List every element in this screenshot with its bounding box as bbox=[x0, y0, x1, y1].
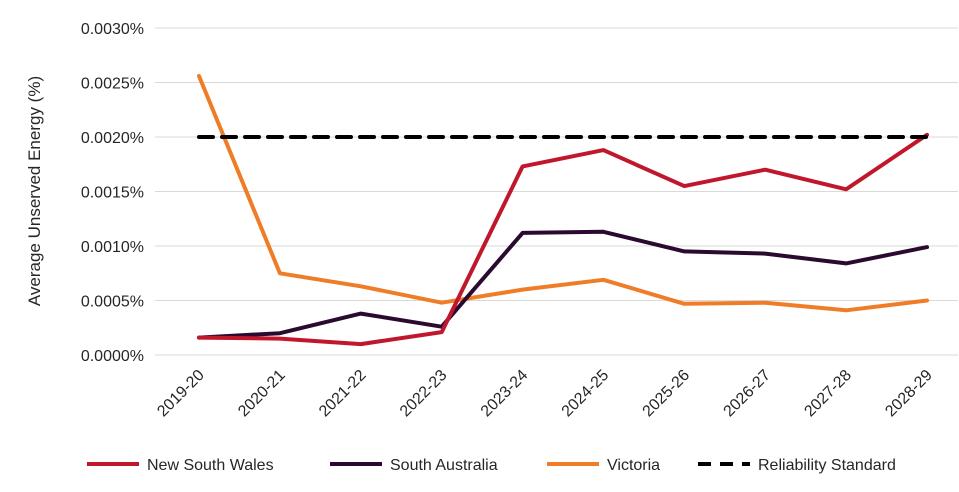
y-tick-label: 0.0010% bbox=[81, 239, 144, 256]
legend: New South Wales South Australia Victoria Re… bbox=[87, 457, 896, 474]
legend-label: Victoria bbox=[607, 457, 660, 474]
y-tick-label: 0.0025% bbox=[81, 76, 144, 93]
x-tick-label: 2025-26 bbox=[640, 367, 694, 421]
series-line-new-south-wales bbox=[197, 132, 929, 347]
x-axis-ticks: 2019-20 2020-21 2021-22 2022-23 2023-24 2024-… bbox=[154, 367, 936, 421]
legend-label: New South Wales bbox=[147, 457, 274, 474]
y-tick-label: 0.0030% bbox=[81, 21, 144, 38]
y-tick-label: 0.0020% bbox=[81, 130, 144, 147]
y-axis-label: Average Unserved Energy (%) bbox=[25, 76, 44, 306]
y-axis-ticks: 0.0000% 0.0005% 0.0010% 0.0015% 0.0020% 0.002… bbox=[81, 21, 144, 365]
x-tick-label: 2026-27 bbox=[721, 367, 775, 421]
series-line-victoria bbox=[197, 74, 929, 313]
y-tick-label: 0.0005% bbox=[81, 294, 144, 311]
x-tick-label: 2021-22 bbox=[316, 367, 370, 421]
x-tick-label: 2020-21 bbox=[235, 367, 289, 421]
y-tick-label: 0.0015% bbox=[81, 185, 144, 202]
series-lines bbox=[197, 74, 929, 347]
series-line-south-australia bbox=[197, 229, 929, 340]
x-tick-label: 2027-28 bbox=[801, 367, 855, 421]
legend-label: South Australia bbox=[390, 457, 498, 474]
gridlines bbox=[155, 27, 958, 356]
x-tick-label: 2024-25 bbox=[559, 367, 613, 421]
y-tick-label: 0.0000% bbox=[81, 348, 144, 365]
x-tick-label: 2023-24 bbox=[478, 367, 532, 421]
legend-label: Reliability Standard bbox=[758, 457, 896, 474]
x-tick-label: 2022-23 bbox=[397, 367, 451, 421]
x-tick-label: 2028-29 bbox=[882, 367, 936, 421]
x-tick-label: 2019-20 bbox=[154, 367, 208, 421]
